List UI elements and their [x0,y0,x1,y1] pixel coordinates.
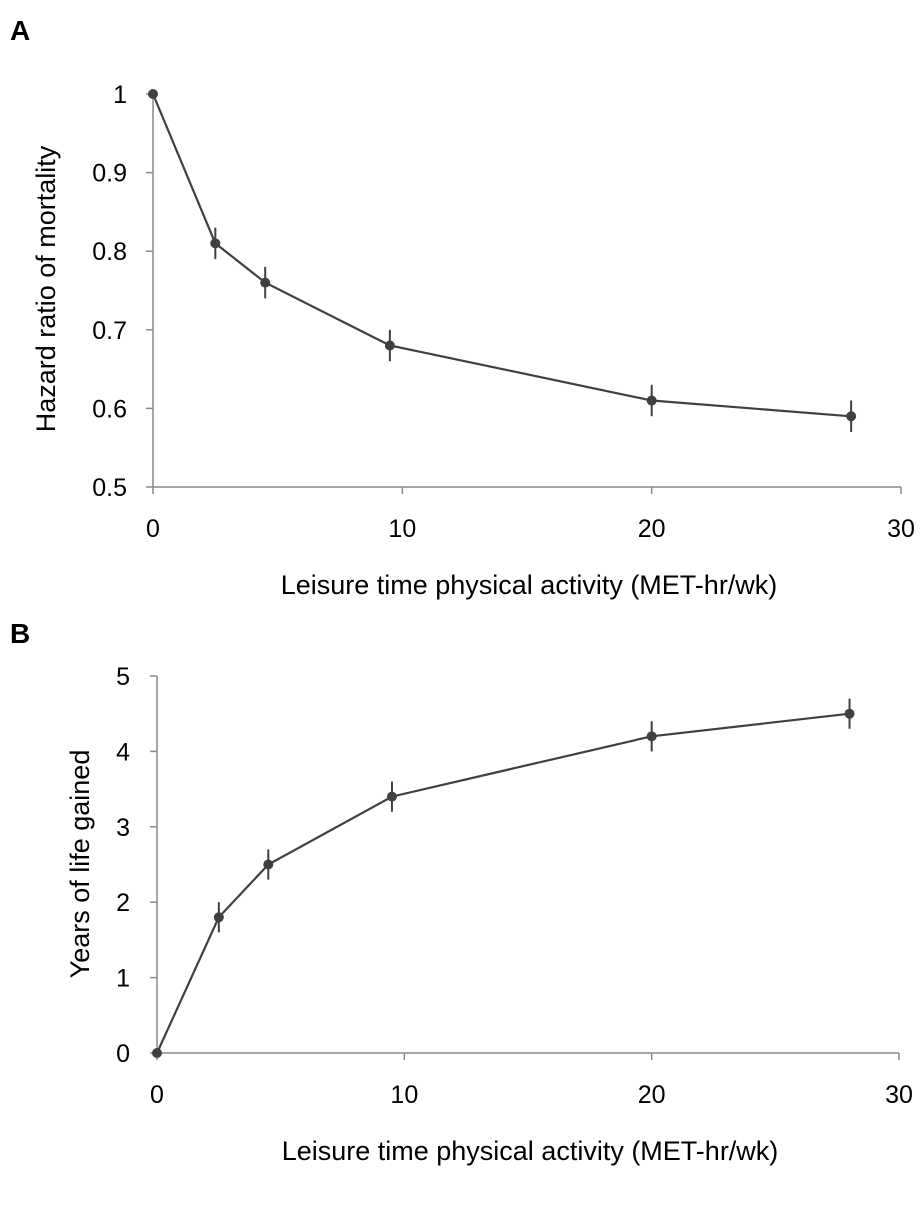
y-tick-label: 0.7 [92,317,127,345]
x-tick-label: 10 [390,1081,418,1109]
y-tick-label: 1 [113,81,127,109]
x-tick-label: 20 [638,1081,666,1109]
y-tick-label: 4 [116,738,130,766]
x-tick-label: 30 [887,515,915,543]
data-point [646,395,657,406]
x-axis-title: Leisure time physical activity (MET-hr/w… [281,570,778,600]
data-point [844,708,855,719]
y-tick-label: 5 [116,663,130,691]
y-axis-title: Years of life gained [65,750,95,979]
x-tick-label: 20 [638,515,666,543]
y-tick-label: 0.9 [92,160,127,188]
x-tick-label: 0 [150,1081,164,1109]
data-point [152,1048,162,1058]
y-axis-title: Hazard ratio of mortality [31,145,61,432]
panel-label: A [10,15,30,46]
y-tick-label: 0.5 [92,474,127,502]
y-tick-label: 1 [116,965,130,993]
x-tick-label: 10 [388,515,416,543]
data-point [846,411,857,422]
data-point [384,340,395,351]
y-tick-label: 3 [116,814,130,842]
data-point [148,89,158,99]
data-point [260,277,271,288]
series-line [155,712,850,1054]
panel-b: B 0 1 2 3 4 5 0 10 20 30 Leisure time physical acti… [10,618,913,1166]
data-point [263,859,274,870]
y-tick-label: 0.6 [92,395,127,423]
y-tick-label: 0.8 [92,238,127,266]
data-point [386,791,397,802]
panel-label: B [10,618,30,649]
y-tick-label: 2 [116,889,130,917]
x-tick-label: 30 [885,1081,913,1109]
x-tick-label: 0 [146,515,160,543]
data-point [646,731,657,742]
x-axis-title: Leisure time physical activity (MET-hr/w… [282,1136,779,1166]
data-point [210,238,221,249]
y-tick-label: 0 [116,1040,130,1068]
series-line [151,93,852,418]
data-point [213,912,224,923]
